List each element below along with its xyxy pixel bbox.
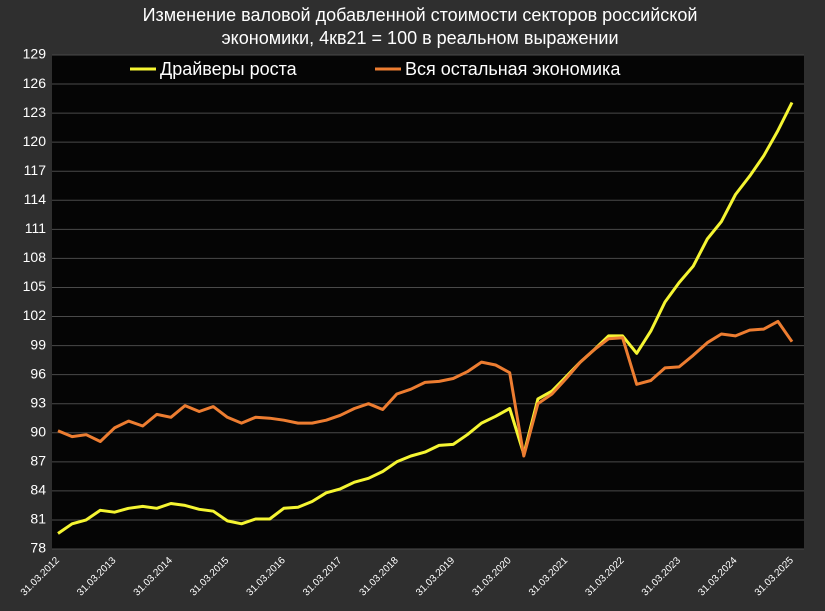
chart-title: экономики, 4кв21 = 100 в реальном выраже… — [221, 28, 618, 48]
y-tick-label: 102 — [23, 307, 47, 323]
y-tick-label: 84 — [30, 482, 46, 498]
y-tick-label: 99 — [30, 336, 46, 352]
legend-label: Драйверы роста — [160, 59, 298, 79]
y-tick-label: 78 — [30, 540, 46, 556]
legend-label: Вся остальная экономика — [405, 59, 621, 79]
y-tick-label: 114 — [24, 191, 47, 207]
y-tick-label: 120 — [23, 133, 47, 149]
y-tick-label: 81 — [30, 511, 46, 527]
y-tick-label: 129 — [23, 46, 47, 62]
chart-title: Изменение валовой добавленной стоимости … — [143, 5, 698, 25]
y-tick-label: 105 — [23, 278, 47, 294]
y-tick-label: 126 — [23, 75, 47, 91]
y-tick-label: 93 — [30, 394, 46, 410]
y-tick-label: 90 — [30, 423, 46, 439]
y-tick-label: 111 — [25, 220, 46, 236]
y-tick-label: 108 — [23, 249, 47, 265]
line — [57, 319, 794, 458]
y-tick-label: 87 — [30, 453, 46, 469]
y-tick-label: 123 — [23, 104, 47, 120]
y-tick-label: 117 — [24, 162, 47, 178]
line — [57, 101, 794, 535]
y-tick-label: 96 — [30, 365, 46, 381]
plot-area — [52, 55, 804, 549]
